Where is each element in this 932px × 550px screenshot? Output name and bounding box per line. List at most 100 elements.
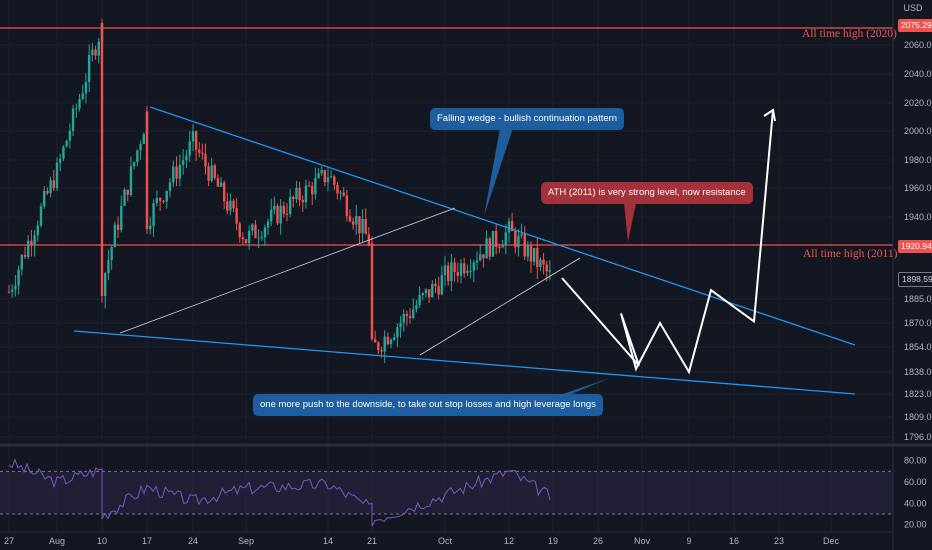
candle-body [100, 22, 104, 296]
trend-line[interactable] [419, 257, 581, 356]
candle-body [450, 262, 453, 282]
candle-body [405, 314, 409, 316]
candle-body [136, 150, 139, 163]
price-tick-label: 1809.00 [904, 412, 932, 422]
candle-body [97, 41, 100, 56]
candle-body [43, 191, 46, 207]
price-tick-label: 2020.00 [904, 98, 932, 108]
candle-body [55, 162, 59, 189]
time-tick-label: 9 [686, 536, 691, 546]
candle-body [488, 238, 491, 257]
candle-body [507, 221, 511, 233]
time-tick-label: 14 [323, 536, 333, 546]
candle-body [279, 205, 282, 224]
candle-body [295, 187, 298, 200]
price-tick-label: 1823.00 [904, 389, 932, 399]
candle-body [479, 254, 482, 261]
candle-body [437, 286, 440, 295]
price-tick-label: 1885.00 [904, 294, 932, 304]
candle-body [399, 322, 402, 328]
candle-body [427, 289, 431, 298]
price-tick-label: 2000.00 [904, 126, 932, 136]
candle-body [501, 245, 504, 248]
candle-body [495, 230, 498, 247]
candle-body [548, 270, 552, 272]
candle-body [431, 283, 434, 298]
candle-body [181, 160, 185, 165]
time-tick-label: 21 [367, 536, 377, 546]
candle-body [377, 342, 380, 350]
candle-body [402, 314, 405, 323]
candle-body [351, 221, 355, 225]
candle-body [238, 223, 241, 238]
candle-body [210, 165, 213, 181]
oscillator-axis[interactable]: 80.00 60.00 40.00 20.00 [904, 456, 927, 530]
price-tag-2075: 2075.29 [898, 19, 932, 32]
candle-body [244, 239, 248, 244]
candle-body [466, 270, 469, 274]
time-tick-label: Dec [823, 536, 840, 546]
candle-body [175, 166, 178, 179]
price-tick-label: 2060.00 [904, 40, 932, 50]
price-axis[interactable]: 2060.00 2040.00 2020.00 2000.00 1980.00 1960.… [904, 40, 932, 442]
candle-body [348, 216, 352, 222]
candle-body [529, 244, 533, 262]
candle-body [27, 240, 30, 257]
candle-body [270, 209, 273, 222]
price-tick-label: 1838.00 [904, 367, 932, 377]
candle-body [263, 227, 267, 238]
trend-line[interactable] [149, 106, 856, 346]
price-tick-label: 1940.00 [904, 212, 932, 222]
projection-line[interactable] [561, 109, 774, 375]
oscillator-tick-label: 40.00 [904, 498, 927, 508]
annotation-falling-wedge[interactable]: Falling wedge - bullish continuation pat… [430, 108, 625, 130]
time-axis[interactable]: 27 Aug 10 17 24 Sep 14 21 Oct 12 19 26 Nov 9 16 23 Dec [4, 536, 840, 546]
candle-body [317, 173, 320, 179]
candle-body [336, 184, 339, 194]
wedge-lines[interactable] [73, 106, 856, 395]
candle-body [81, 93, 84, 100]
candle-body [222, 182, 226, 202]
candle-body [52, 180, 55, 189]
horizontal-levels [0, 27, 893, 246]
candle-body [288, 196, 292, 215]
candle-body [194, 131, 198, 150]
trend-line[interactable] [73, 330, 856, 395]
candle-body [482, 254, 485, 259]
time-tick-label: Nov [634, 536, 651, 546]
candle-body [333, 176, 336, 185]
candle-body [424, 289, 428, 294]
candle-body [123, 189, 126, 206]
candle-body [17, 269, 20, 286]
candle-body [266, 221, 270, 228]
candle-body [383, 336, 386, 352]
candle-body [132, 162, 136, 167]
candle-body [229, 200, 232, 211]
candle-body [361, 219, 364, 234]
candle-body [178, 164, 182, 179]
candles [7, 18, 552, 364]
time-tick-label: 10 [97, 536, 107, 546]
candle-body [23, 254, 27, 257]
time-tick-label: 17 [142, 536, 152, 546]
currency-label: USD [903, 3, 923, 13]
candle-body [393, 337, 396, 340]
candle-body [545, 264, 548, 272]
candle-body [33, 235, 36, 245]
annotation-one-more-push[interactable]: one more push to the downside, to take o… [253, 394, 603, 416]
projection-path[interactable] [561, 108, 776, 375]
candle-body [113, 224, 117, 248]
candle-body [149, 225, 152, 230]
candle-body [11, 289, 14, 292]
candle-body [292, 196, 295, 200]
annotation-ath-resistance[interactable]: ATH (2011) is very strong level, now res… [541, 182, 753, 204]
candle-body [408, 315, 412, 318]
price-tick-label: 2040.00 [904, 69, 932, 79]
candle-body [14, 285, 17, 290]
candle-body [172, 166, 175, 183]
time-tick-label: 23 [774, 536, 784, 546]
candle-body [232, 200, 235, 209]
trend-line[interactable] [119, 207, 456, 334]
